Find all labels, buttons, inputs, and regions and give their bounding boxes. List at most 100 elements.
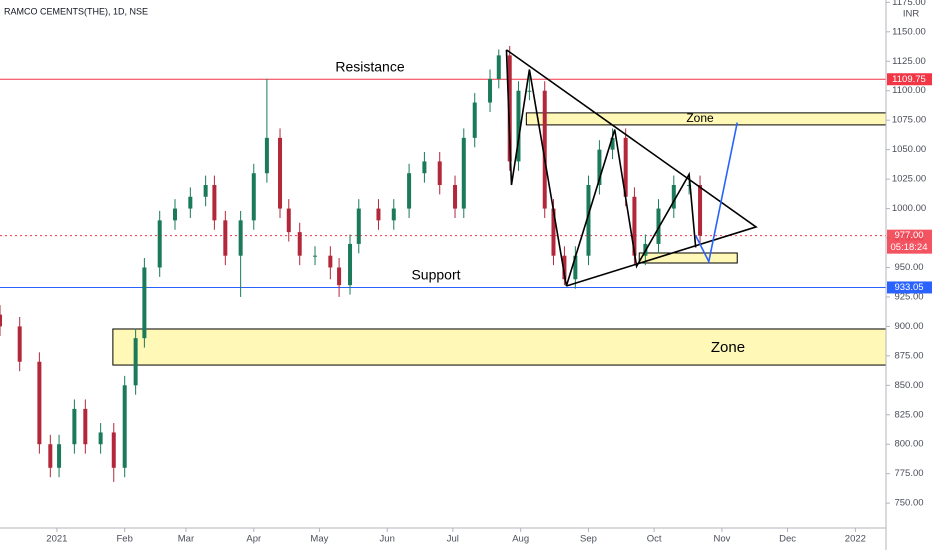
y-tick-label: 1150.00 [892, 26, 926, 37]
annotation: Resistance [335, 59, 404, 75]
price-label-box [887, 281, 932, 294]
y-tick-label: 775.00 [894, 468, 923, 479]
candle-body [422, 161, 427, 174]
candle-body [278, 137, 283, 209]
candle-body [610, 137, 615, 150]
candle-body [391, 208, 396, 221]
candle-body [133, 338, 138, 386]
candle-body [98, 432, 103, 445]
candle-body [632, 196, 637, 256]
candle-body [656, 208, 661, 244]
y-tick-label: 1100.00 [892, 85, 926, 96]
candle-body [562, 255, 567, 280]
candle-body [407, 173, 412, 209]
candle-body [496, 55, 501, 79]
candle-body [376, 208, 381, 221]
chart-title: RAMCO CEMENTS(THE), 1D, NSE [4, 6, 148, 16]
y-tick-label: 750.00 [894, 498, 923, 509]
candle-body [57, 444, 62, 468]
trend-drawing [505, 49, 697, 287]
candle-body [527, 90, 532, 92]
zone-label: Zone [711, 339, 745, 356]
candle-body [188, 196, 193, 209]
candle-body [551, 208, 556, 256]
candle-body [698, 184, 703, 236]
x-tick-label: Sep [580, 534, 597, 545]
candle-body [48, 444, 53, 468]
candle-body [0, 314, 2, 327]
candle-body [212, 184, 217, 221]
candle-body [313, 255, 318, 257]
candle-body [223, 220, 228, 256]
y-tick-label: 800.00 [894, 439, 923, 450]
price-label-box [887, 229, 932, 254]
x-tick-label: Jul [447, 534, 459, 545]
candle-body [286, 208, 291, 233]
candle-body [264, 137, 269, 174]
price-label: 933.05 [894, 282, 923, 293]
x-tick-label: Dec [779, 534, 796, 545]
y-tick-label: 875.00 [894, 350, 923, 361]
candle-body [507, 55, 512, 162]
candle-body [687, 184, 692, 186]
candle-body [356, 208, 361, 244]
candle-body [453, 184, 458, 209]
y-tick-label: 1175.00 [892, 0, 926, 8]
x-tick-label: May [310, 534, 328, 545]
x-tick-label: 2022 [845, 534, 866, 545]
countdown: 05:18:24 [891, 242, 928, 253]
plot-area [0, 45, 887, 482]
candle-body [337, 267, 342, 286]
candle-body [328, 255, 333, 268]
zone-label: Zone [686, 111, 714, 125]
y-tick-label: 900.00 [894, 321, 923, 332]
candle-body [83, 408, 88, 445]
candle-body [173, 208, 178, 221]
candle-body [238, 220, 243, 256]
y-tick-label: 1125.00 [892, 56, 926, 67]
x-tick-label: Nov [713, 534, 730, 545]
candle-body [348, 243, 353, 286]
candle-body [17, 326, 22, 362]
candle-body [72, 408, 77, 445]
candle-body [472, 102, 477, 138]
zone [638, 252, 738, 264]
x-tick-label: 2021 [46, 534, 67, 545]
candle-body [597, 149, 602, 185]
y-tick-label: 950.00 [894, 262, 923, 273]
candle-body [437, 161, 442, 185]
currency: INR [903, 9, 920, 20]
candle-body [111, 432, 116, 468]
candle-body [488, 78, 493, 103]
trend-drawing [694, 122, 739, 264]
y-tick-label: 1000.00 [892, 203, 926, 214]
x-tick-label: Feb [117, 534, 133, 545]
price-label: 1109.75 [892, 74, 926, 85]
y-tick-label: 925.00 [894, 291, 923, 302]
zone [112, 328, 887, 366]
y-tick-label: 1025.00 [892, 174, 926, 185]
candle-body [542, 90, 547, 209]
y-tick-label: 1075.00 [892, 115, 926, 126]
candle-body [142, 267, 147, 339]
candle-body [37, 361, 42, 445]
trend-drawing [505, 49, 758, 287]
candle-body [516, 90, 521, 162]
x-tick-label: Aug [512, 534, 529, 545]
candle-body [203, 184, 208, 197]
candle-body [251, 173, 256, 221]
x-tick-label: Apr [246, 534, 261, 545]
candle-body [623, 137, 628, 197]
candle-body [122, 385, 127, 468]
annotation: Support [411, 267, 460, 283]
candle-body [671, 184, 676, 209]
x-tick-label: Jun [380, 534, 395, 545]
price-label-box [887, 73, 932, 86]
candle-body [157, 220, 162, 268]
candle-body [573, 255, 578, 280]
price-label: 977.00 [894, 230, 923, 241]
y-tick-label: 850.00 [894, 380, 923, 391]
x-tick-label: Oct [647, 534, 662, 545]
